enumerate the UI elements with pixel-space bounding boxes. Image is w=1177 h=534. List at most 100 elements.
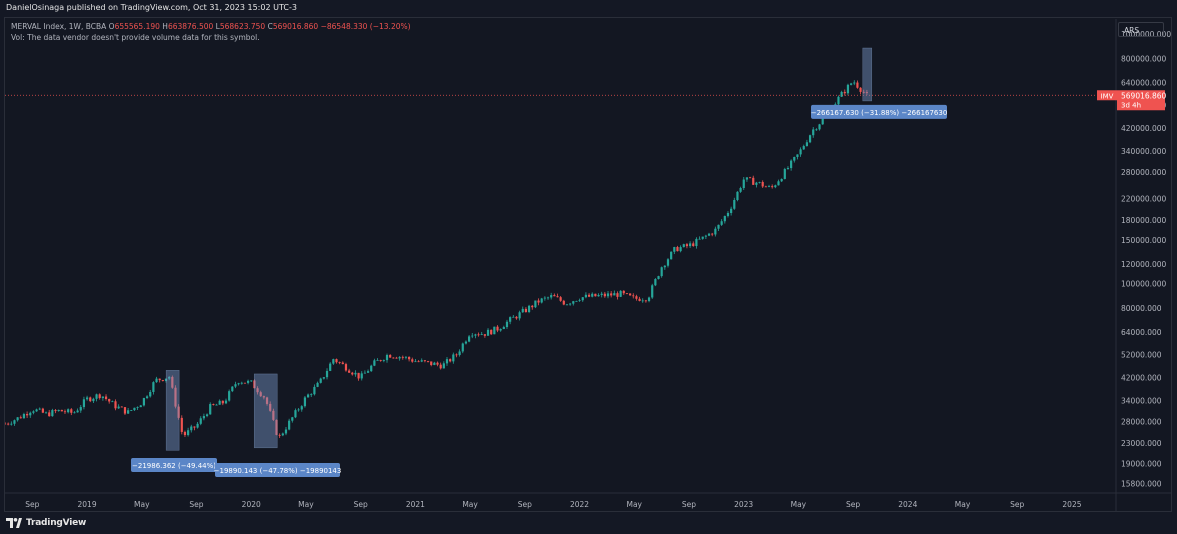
candle <box>458 351 461 356</box>
candle <box>218 400 221 405</box>
candle <box>423 360 426 362</box>
y-tick-label: 640000.000 <box>1121 79 1167 88</box>
measure-label: −266167.630 (−31.88%) −266167630 <box>811 109 948 117</box>
candle <box>521 308 524 313</box>
candle <box>786 168 790 170</box>
measure-label-bg <box>131 458 217 472</box>
candle <box>815 129 818 131</box>
candle <box>771 186 774 188</box>
candle <box>565 304 569 306</box>
y-tick-label: 52000.000 <box>1121 351 1162 360</box>
chart-canvas[interactable]: 15800.000 19000.000 23000.000 28000.000 3400… <box>5 18 1171 511</box>
candle <box>319 378 322 383</box>
candle <box>420 360 423 362</box>
candle <box>527 305 531 313</box>
candle <box>29 412 32 416</box>
y-tick-label: 15800.000 <box>1121 480 1162 489</box>
candle <box>688 243 692 247</box>
candle <box>767 186 771 188</box>
candle <box>606 293 610 297</box>
candle <box>234 384 237 387</box>
candle <box>259 392 262 397</box>
candle <box>313 386 316 395</box>
currency-button[interactable]: ARS <box>1118 22 1164 37</box>
candle <box>395 357 398 359</box>
candle <box>862 91 865 93</box>
y-tick-label: 42000.000 <box>1121 374 1162 383</box>
brand-name: TradingView <box>26 518 87 528</box>
chart-frame[interactable]: 15800.000 19000.000 23000.000 28000.000 3400… <box>4 17 1172 512</box>
candle <box>149 391 152 397</box>
candle <box>7 423 10 425</box>
candle <box>752 177 755 185</box>
candle <box>54 410 57 412</box>
candle <box>133 407 136 411</box>
candle <box>398 356 401 359</box>
candle <box>22 414 26 419</box>
candle <box>265 397 269 404</box>
candle <box>145 396 149 399</box>
candle <box>477 334 480 336</box>
candle <box>483 334 486 336</box>
candle <box>382 360 385 361</box>
candle <box>499 329 502 331</box>
y-tick-label: 28000.000 <box>1121 418 1162 427</box>
candle <box>433 362 436 366</box>
candle <box>294 410 297 418</box>
y-tick-label: 34000.000 <box>1121 397 1162 406</box>
measure-label: −21986.362 (−49.44%) <box>132 462 216 470</box>
legend-high: 663876.500 <box>167 22 214 31</box>
candle <box>376 360 379 361</box>
tradingview-logo[interactable]: TradingView <box>6 516 86 530</box>
candle <box>799 149 802 155</box>
candle <box>445 359 449 364</box>
candle <box>366 371 370 373</box>
candle <box>812 129 815 136</box>
candle <box>389 355 392 358</box>
candle <box>461 343 464 352</box>
y-tick-label: 800000.000 <box>1121 54 1167 63</box>
candle <box>82 399 86 408</box>
candle <box>673 247 676 252</box>
candle <box>401 356 404 358</box>
candle <box>101 396 104 399</box>
x-tick-label: 2022 <box>570 500 589 509</box>
candle <box>262 396 265 398</box>
candle <box>490 329 493 335</box>
x-tick-label: Sep <box>1010 500 1024 509</box>
candle <box>379 360 382 361</box>
candle <box>550 295 553 298</box>
candle <box>660 267 663 277</box>
candle <box>455 354 458 356</box>
candle <box>638 298 641 301</box>
candle <box>67 409 70 413</box>
candle <box>130 410 133 411</box>
candle <box>692 243 695 247</box>
candle <box>117 406 120 409</box>
candle <box>685 244 689 247</box>
candle <box>843 91 846 94</box>
candle <box>180 417 183 432</box>
candle <box>177 406 180 418</box>
candle <box>600 293 603 295</box>
candle <box>471 335 474 337</box>
legend-ohlc: MERVAL Index, 1W, BCBA O655565.190 H6638… <box>11 22 411 31</box>
x-tick-label: Sep <box>189 500 203 509</box>
candle <box>284 429 288 434</box>
candle <box>581 297 584 301</box>
candle <box>698 238 701 240</box>
candle <box>853 82 856 84</box>
candle <box>761 182 764 187</box>
candle <box>417 361 420 363</box>
candle <box>202 416 205 419</box>
candle <box>865 92 868 93</box>
y-tick-label: 150000.000 <box>1121 236 1167 245</box>
x-tick-label: May <box>134 500 150 509</box>
candle <box>837 96 840 105</box>
candle <box>701 236 704 239</box>
publisher-line: DanielOsinaga published on TradingView.c… <box>6 3 297 12</box>
candle <box>329 363 332 371</box>
candle <box>556 296 559 298</box>
candle <box>70 409 73 413</box>
x-tick-label: May <box>955 500 971 509</box>
